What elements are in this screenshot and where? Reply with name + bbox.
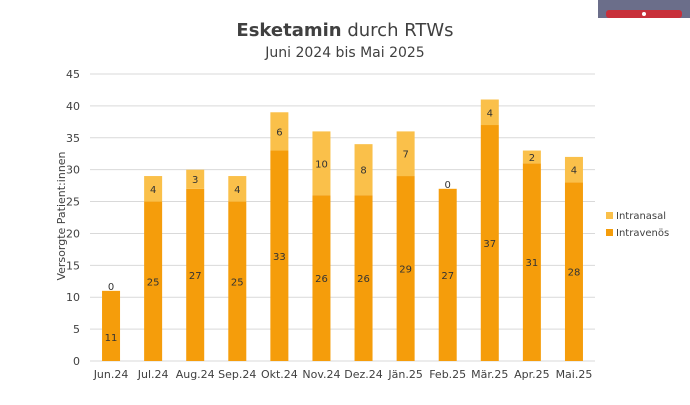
bar-intranasal [186, 169, 205, 189]
bar-intravenos [396, 176, 415, 361]
bar-intravenos [438, 188, 457, 361]
y-axis-label: Versorgte Patient:innen [55, 151, 68, 280]
data-label-intravenos: 28 [568, 268, 581, 279]
data-label-intravenos: 27 [189, 271, 202, 282]
chart-title-bold: Esketamin [236, 20, 342, 41]
data-label-intravenos: 25 [147, 277, 160, 288]
bar-intranasal [522, 150, 541, 164]
bar-intranasal [144, 176, 163, 202]
data-label-intravenos: 27 [441, 271, 454, 282]
bar-intranasal [564, 156, 583, 183]
data-label-intranasal: 10 [315, 159, 328, 170]
legend-label: Intravenös [616, 228, 669, 239]
x-tick-label: Dez.24 [344, 368, 383, 381]
gridlines [90, 73, 595, 362]
y-tick-label: 35 [66, 132, 80, 145]
bar-intranasal [396, 131, 415, 177]
data-label-intranasal: 4 [234, 185, 240, 196]
legend-label: Intranasal [616, 211, 666, 222]
data-label-intravenos: 29 [399, 265, 412, 276]
bar-intravenos [564, 182, 583, 361]
bar-intranasal [228, 176, 247, 202]
data-label-intravenos: 26 [357, 274, 370, 285]
x-tick-label: Nov.24 [302, 368, 340, 381]
y-tick-label: 20 [66, 227, 80, 240]
y-tick-label: 5 [73, 323, 80, 336]
x-tick-label: Aug.24 [176, 368, 215, 381]
y-tick-label: 45 [66, 68, 80, 81]
data-label-intravenos: 31 [526, 258, 539, 269]
data-label-intranasal: 2 [529, 153, 535, 164]
data-label-intranasal: 4 [571, 166, 577, 177]
bar-intravenos [354, 195, 373, 361]
x-tick-label: Okt.24 [261, 368, 298, 381]
x-tick-label: Jän.25 [387, 368, 422, 381]
y-tick-labels: 0 5 10 15 20 25 30 35 40 45 [66, 68, 80, 368]
x-tick-label: Jun.24 [93, 368, 129, 381]
bars: 11 0 25 4 27 3 25 4 33 6 26 10 26 8 29 7 27 0 37 4 31 2 28 4 [102, 99, 583, 362]
bar-intranasal [354, 144, 373, 196]
bar-intravenos [270, 150, 289, 361]
x-tick-label: Mai.25 [556, 368, 593, 381]
chart-subtitle: Juni 2024 bis Mai 2025 [265, 45, 425, 61]
x-tick-label: Mär.25 [471, 368, 508, 381]
y-tick-label: 10 [66, 291, 80, 304]
legend: Intranasal Intravenös [606, 211, 669, 239]
bar-intravenos [102, 290, 121, 361]
data-label-intranasal: 3 [192, 175, 198, 186]
chart-title: Esketamin durch RTWs [0, 20, 690, 41]
x-tick-label: Apr.25 [514, 368, 550, 381]
bar-intranasal [270, 112, 289, 151]
bar-intravenos [186, 188, 205, 361]
x-tick-label: Feb.25 [429, 368, 466, 381]
data-label-intranasal: 0 [445, 180, 451, 191]
bar-intravenos [312, 195, 331, 361]
bar-intravenos [144, 201, 163, 361]
y-tick-label: 15 [66, 259, 80, 272]
data-label-intranasal: 8 [360, 166, 366, 177]
y-tick-label: 30 [66, 164, 80, 177]
video-thumbnail [598, 0, 690, 18]
bar-intranasal [312, 131, 331, 196]
data-label-intranasal: 6 [276, 127, 282, 138]
data-label-intravenos: 26 [315, 274, 328, 285]
video-thumbnail-dot [642, 12, 646, 16]
y-tick-label: 25 [66, 196, 80, 209]
legend-swatch [606, 229, 613, 236]
x-tick-label: Sep.24 [218, 368, 256, 381]
data-label-intranasal: 4 [150, 185, 156, 196]
data-label-intravenos: 33 [273, 252, 286, 263]
legend-swatch [606, 212, 613, 219]
chart-title-rest: durch RTWs [341, 20, 454, 41]
x-tick-labels: Jun.24 Jul.24 Aug.24 Sep.24 Okt.24 Nov.24 Dez.… [93, 368, 593, 381]
x-tick-label: Jul.24 [137, 368, 169, 381]
bar-intranasal [480, 99, 499, 126]
data-label-intravenos: 11 [105, 333, 118, 344]
data-label-intravenos: 37 [483, 239, 496, 250]
data-label-intravenos: 25 [231, 277, 244, 288]
data-label-intranasal: 4 [487, 108, 493, 119]
data-label-intranasal: 0 [108, 282, 114, 293]
data-label-intranasal: 7 [402, 150, 408, 161]
y-tick-label: 0 [73, 355, 80, 368]
bar-intravenos [480, 125, 499, 362]
bar-intravenos [522, 163, 541, 361]
bar-intravenos [228, 201, 247, 361]
y-tick-label: 40 [66, 100, 80, 113]
